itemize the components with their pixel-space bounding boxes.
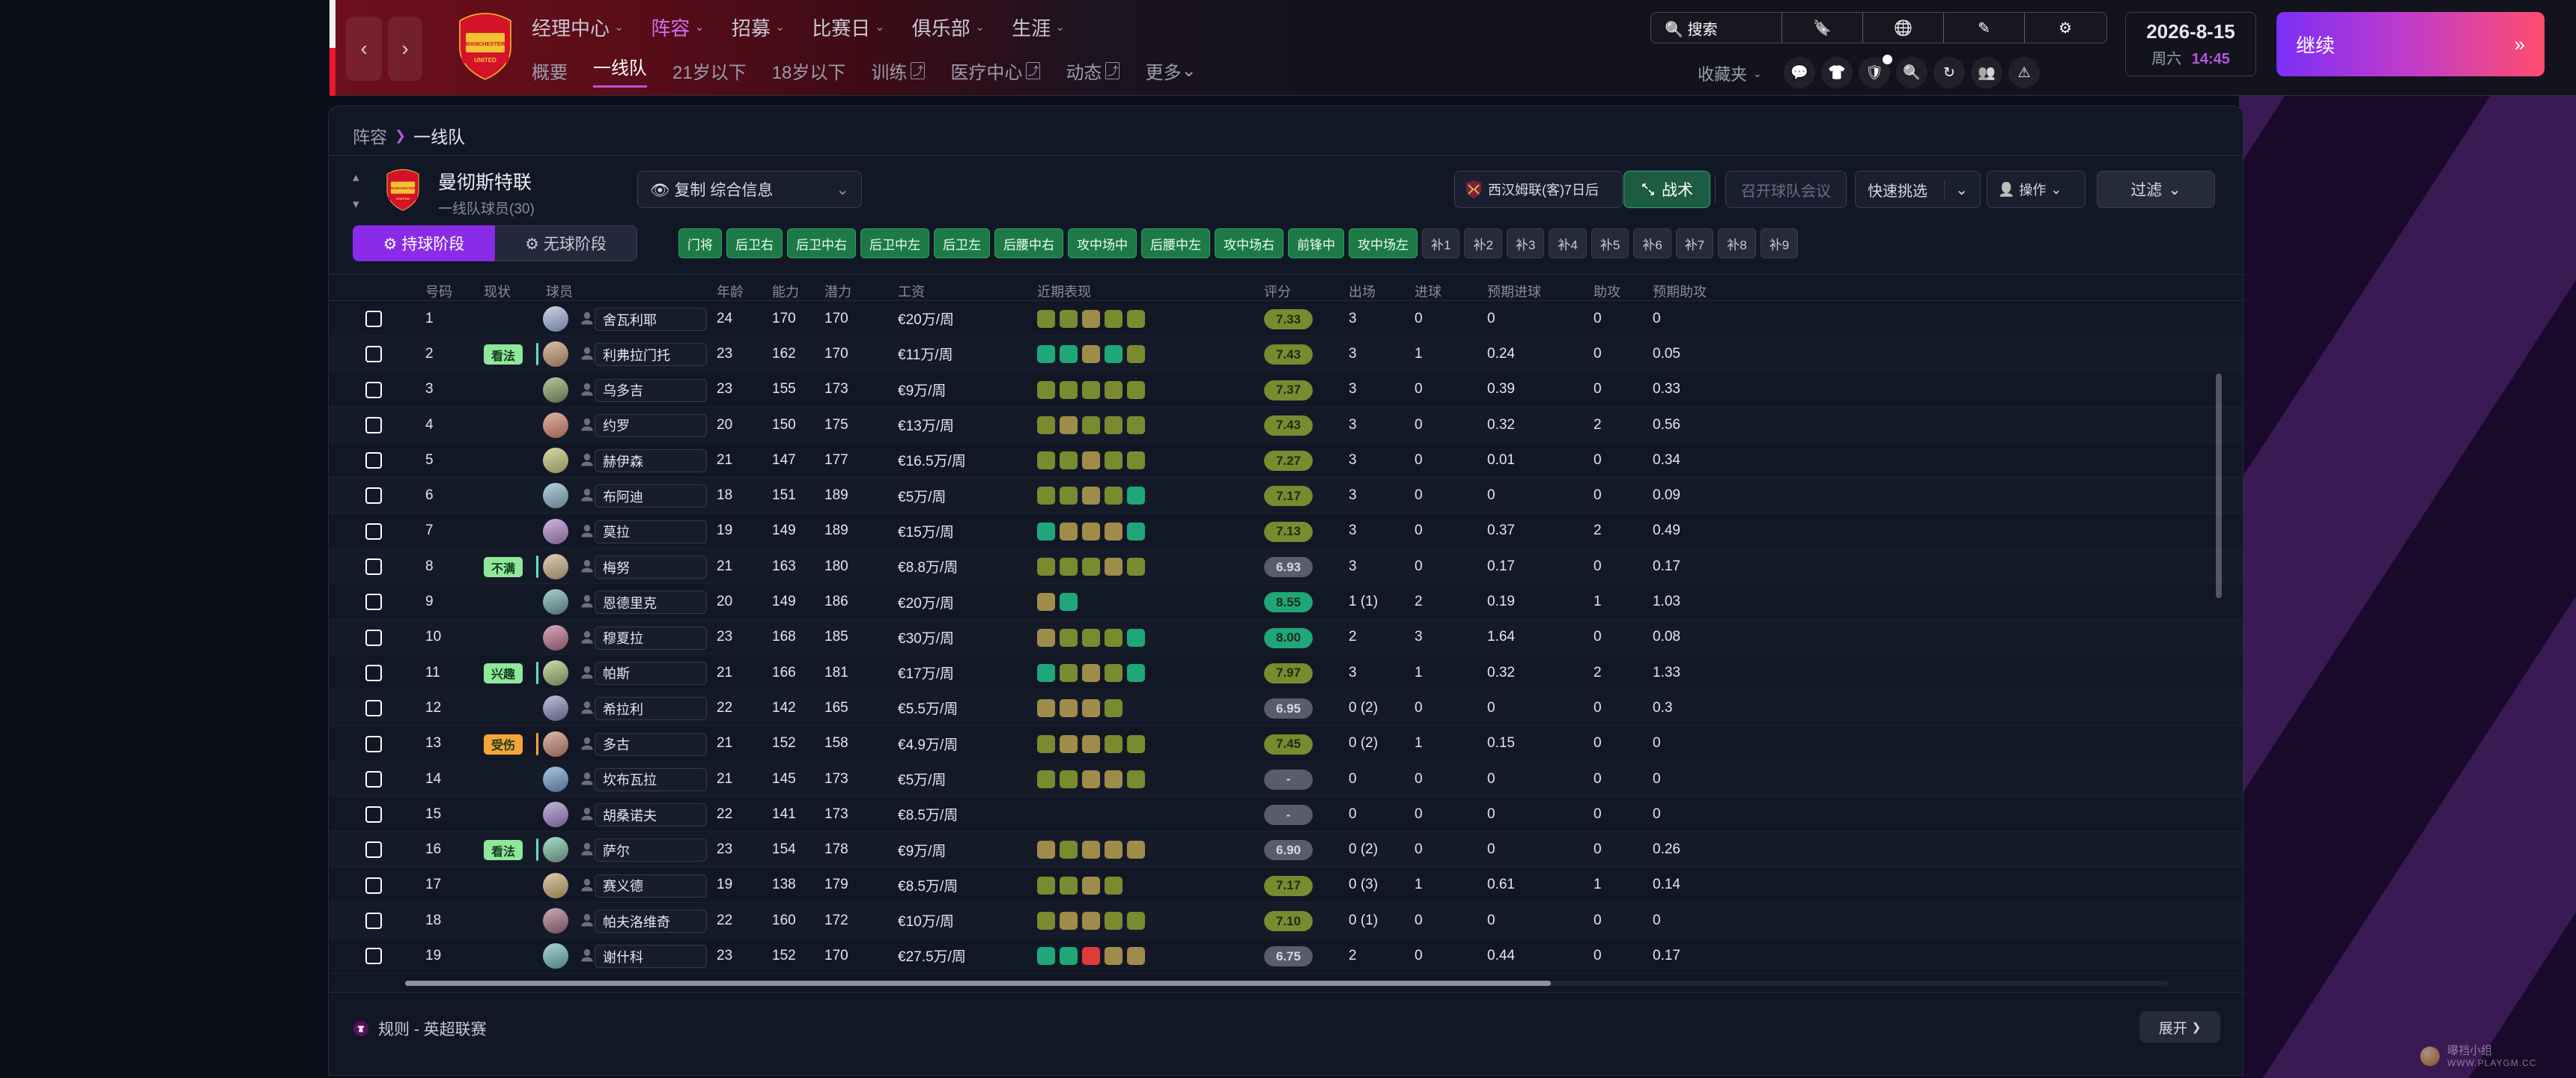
svg-text:UNITED: UNITED bbox=[396, 197, 410, 201]
svg-text:MANCHESTER: MANCHESTER bbox=[466, 40, 506, 47]
svg-text:UNITED: UNITED bbox=[474, 57, 496, 64]
svg-text:MANCHESTER: MANCHESTER bbox=[391, 186, 416, 190]
